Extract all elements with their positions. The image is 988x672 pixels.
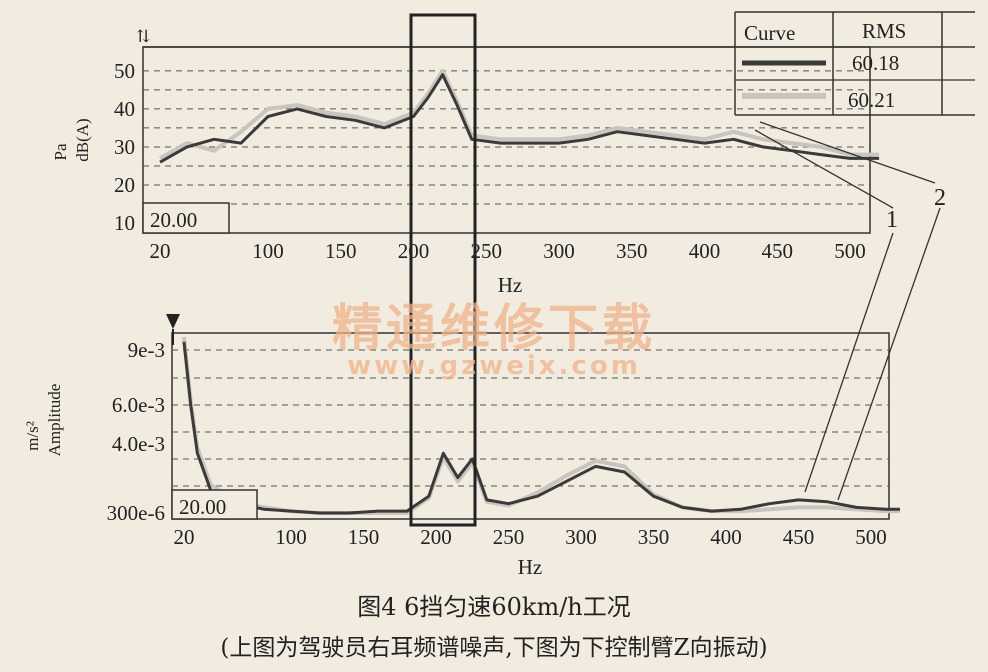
bottom-x-tick-label: 350	[638, 525, 670, 549]
top-x-tick-label: 100	[252, 239, 284, 263]
callout-label-2: 2	[934, 185, 946, 211]
bottom-x-tick-label: 250	[493, 525, 525, 549]
top-ylabel: dB(A)	[73, 118, 92, 161]
legend-rms-1: 60.18	[852, 51, 899, 75]
top-x-tick-label: 450	[762, 239, 794, 263]
bottom-y-tick-label: 6.0e-3	[112, 393, 165, 417]
callout-line-1b	[804, 232, 894, 493]
bottom-readout-box	[171, 489, 258, 520]
bottom-ylabel: Amplitude	[45, 384, 64, 457]
figure-caption-subtitle: (上图为驾驶员右耳频谱噪声,下图为下控制臂Z向振动)	[220, 635, 767, 661]
legend-header-rms: RMS	[862, 19, 906, 43]
legend-header-curve: Curve	[744, 21, 795, 45]
top-readout-box	[142, 202, 230, 234]
bottom-y-ticks: 300e-6 4.0e-3 6.0e-3 9e-3	[107, 338, 165, 525]
bottom-x-tick-label: 300	[565, 525, 597, 549]
bottom-x-tick-label: 200	[420, 525, 452, 549]
top-y-tick-label: 20	[114, 173, 135, 197]
bottom-readout: 20.00	[179, 495, 226, 519]
top-x-tick-label: 150	[325, 239, 357, 263]
top-y-tick-label: 50	[114, 59, 135, 83]
top-x-tick-label: 300	[543, 239, 575, 263]
top-cursor-icon: ⇅	[136, 27, 150, 46]
figure-caption-title: 图4 6挡匀速60km/h工况	[357, 593, 631, 621]
bottom-x-tick-label: 400	[710, 525, 742, 549]
vibration-chart: 300e-6 4.0e-3 6.0e-3 9e-3 20 100 150 200 250 300…	[23, 314, 900, 579]
top-gridlines	[143, 70, 870, 205]
callout-label-1: 1	[886, 207, 898, 233]
bottom-x-tick-label: 20	[174, 525, 195, 549]
highlight-box	[409, 13, 477, 527]
bottom-x-tick-label: 100	[275, 525, 307, 549]
top-y-tick-label: 10	[114, 211, 135, 235]
top-x-tick-label: 400	[689, 239, 721, 263]
legend-rms-2: 60.21	[848, 88, 895, 112]
top-series-line-2	[159, 68, 880, 161]
bottom-x-tick-label: 450	[783, 525, 815, 549]
top-x-tick-label: 20	[150, 239, 171, 263]
bottom-cursor-icon	[166, 314, 180, 329]
top-y-ticks: 10 20 30 40 50	[114, 59, 135, 235]
top-ylabel-unit: Pa	[51, 143, 70, 160]
bottom-y-tick-label: 4.0e-3	[112, 432, 165, 456]
bottom-gridlines	[172, 349, 889, 487]
callout-line-2a	[759, 121, 936, 184]
legend-table: Curve RMS 60.18 60.21	[734, 11, 975, 116]
bottom-y-tick-label: 300e-6	[107, 501, 165, 525]
bottom-series	[182, 336, 900, 515]
bottom-x-tick-label: 500	[855, 525, 887, 549]
top-series	[159, 68, 880, 164]
watermark-url: www.gzweix.com	[347, 351, 641, 381]
bottom-series-line-1	[182, 341, 900, 515]
top-xlabel: Hz	[498, 273, 523, 297]
callout-line-2b	[837, 207, 941, 501]
top-x-tick-label: 200	[398, 239, 430, 263]
bottom-plot-frame	[171, 332, 890, 520]
top-x-ticks: 20 100 150 200 250 300 350 400 450 500	[150, 239, 866, 263]
top-readout: 20.00	[150, 208, 197, 232]
bottom-xlabel: Hz	[518, 555, 543, 579]
callouts: 1 2	[754, 121, 946, 501]
bottom-x-ticks: 20 100 150 200 250 300 350 400 450 500	[174, 525, 887, 549]
top-series-line-1	[159, 73, 880, 164]
top-y-tick-label: 30	[114, 135, 135, 159]
top-x-tick-label: 350	[616, 239, 648, 263]
bottom-ylabel-unit: m/s²	[23, 421, 42, 451]
top-y-tick-label: 40	[114, 97, 135, 121]
watermark-text: 精通维修下载	[332, 299, 656, 357]
callout-line-1a	[754, 129, 894, 209]
top-x-tick-label: 500	[834, 239, 866, 263]
bottom-series-line-2	[182, 336, 900, 515]
bottom-y-tick-label: 9e-3	[128, 338, 165, 362]
bottom-x-tick-label: 150	[348, 525, 380, 549]
